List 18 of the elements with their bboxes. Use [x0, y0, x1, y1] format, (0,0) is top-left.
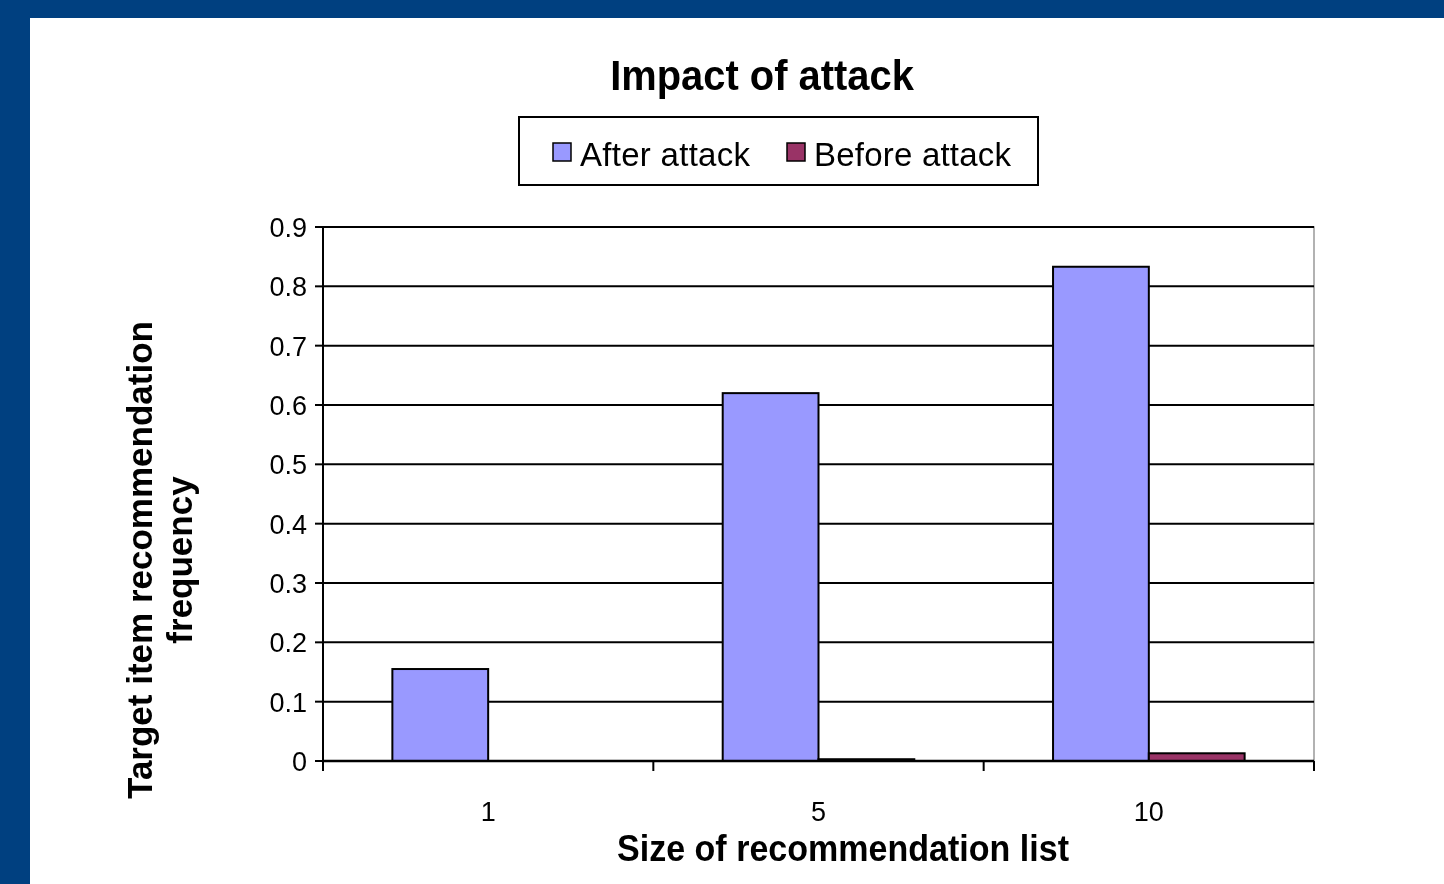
y-tick-label: 0.9 — [269, 213, 307, 243]
y-tick-label: 0.3 — [269, 569, 307, 599]
y-tick-label: 0.2 — [269, 628, 307, 659]
y-tick-label: 0 — [291, 747, 307, 777]
x-axis-title: Size of recommendation list — [616, 827, 1070, 870]
y-axis-title: Target item recommendation frequency — [120, 321, 199, 799]
y-tick-label: 0.7 — [269, 331, 307, 362]
x-tick-label: 5 — [810, 797, 827, 827]
x-tick-label: 1 — [480, 797, 496, 827]
y-tick-label: 0.5 — [269, 450, 307, 481]
x-tick-label: 10 — [1133, 797, 1164, 827]
chart-title: Impact of attack — [610, 52, 915, 100]
y-tick-label: 0.6 — [269, 391, 307, 421]
legend-label: After attack — [580, 136, 751, 173]
y-tick-label: 0.1 — [269, 687, 307, 718]
y-tick-label: 0.4 — [269, 509, 307, 540]
y-tick-label: 0.8 — [269, 272, 307, 303]
legend-label: Before attack — [814, 136, 1012, 173]
